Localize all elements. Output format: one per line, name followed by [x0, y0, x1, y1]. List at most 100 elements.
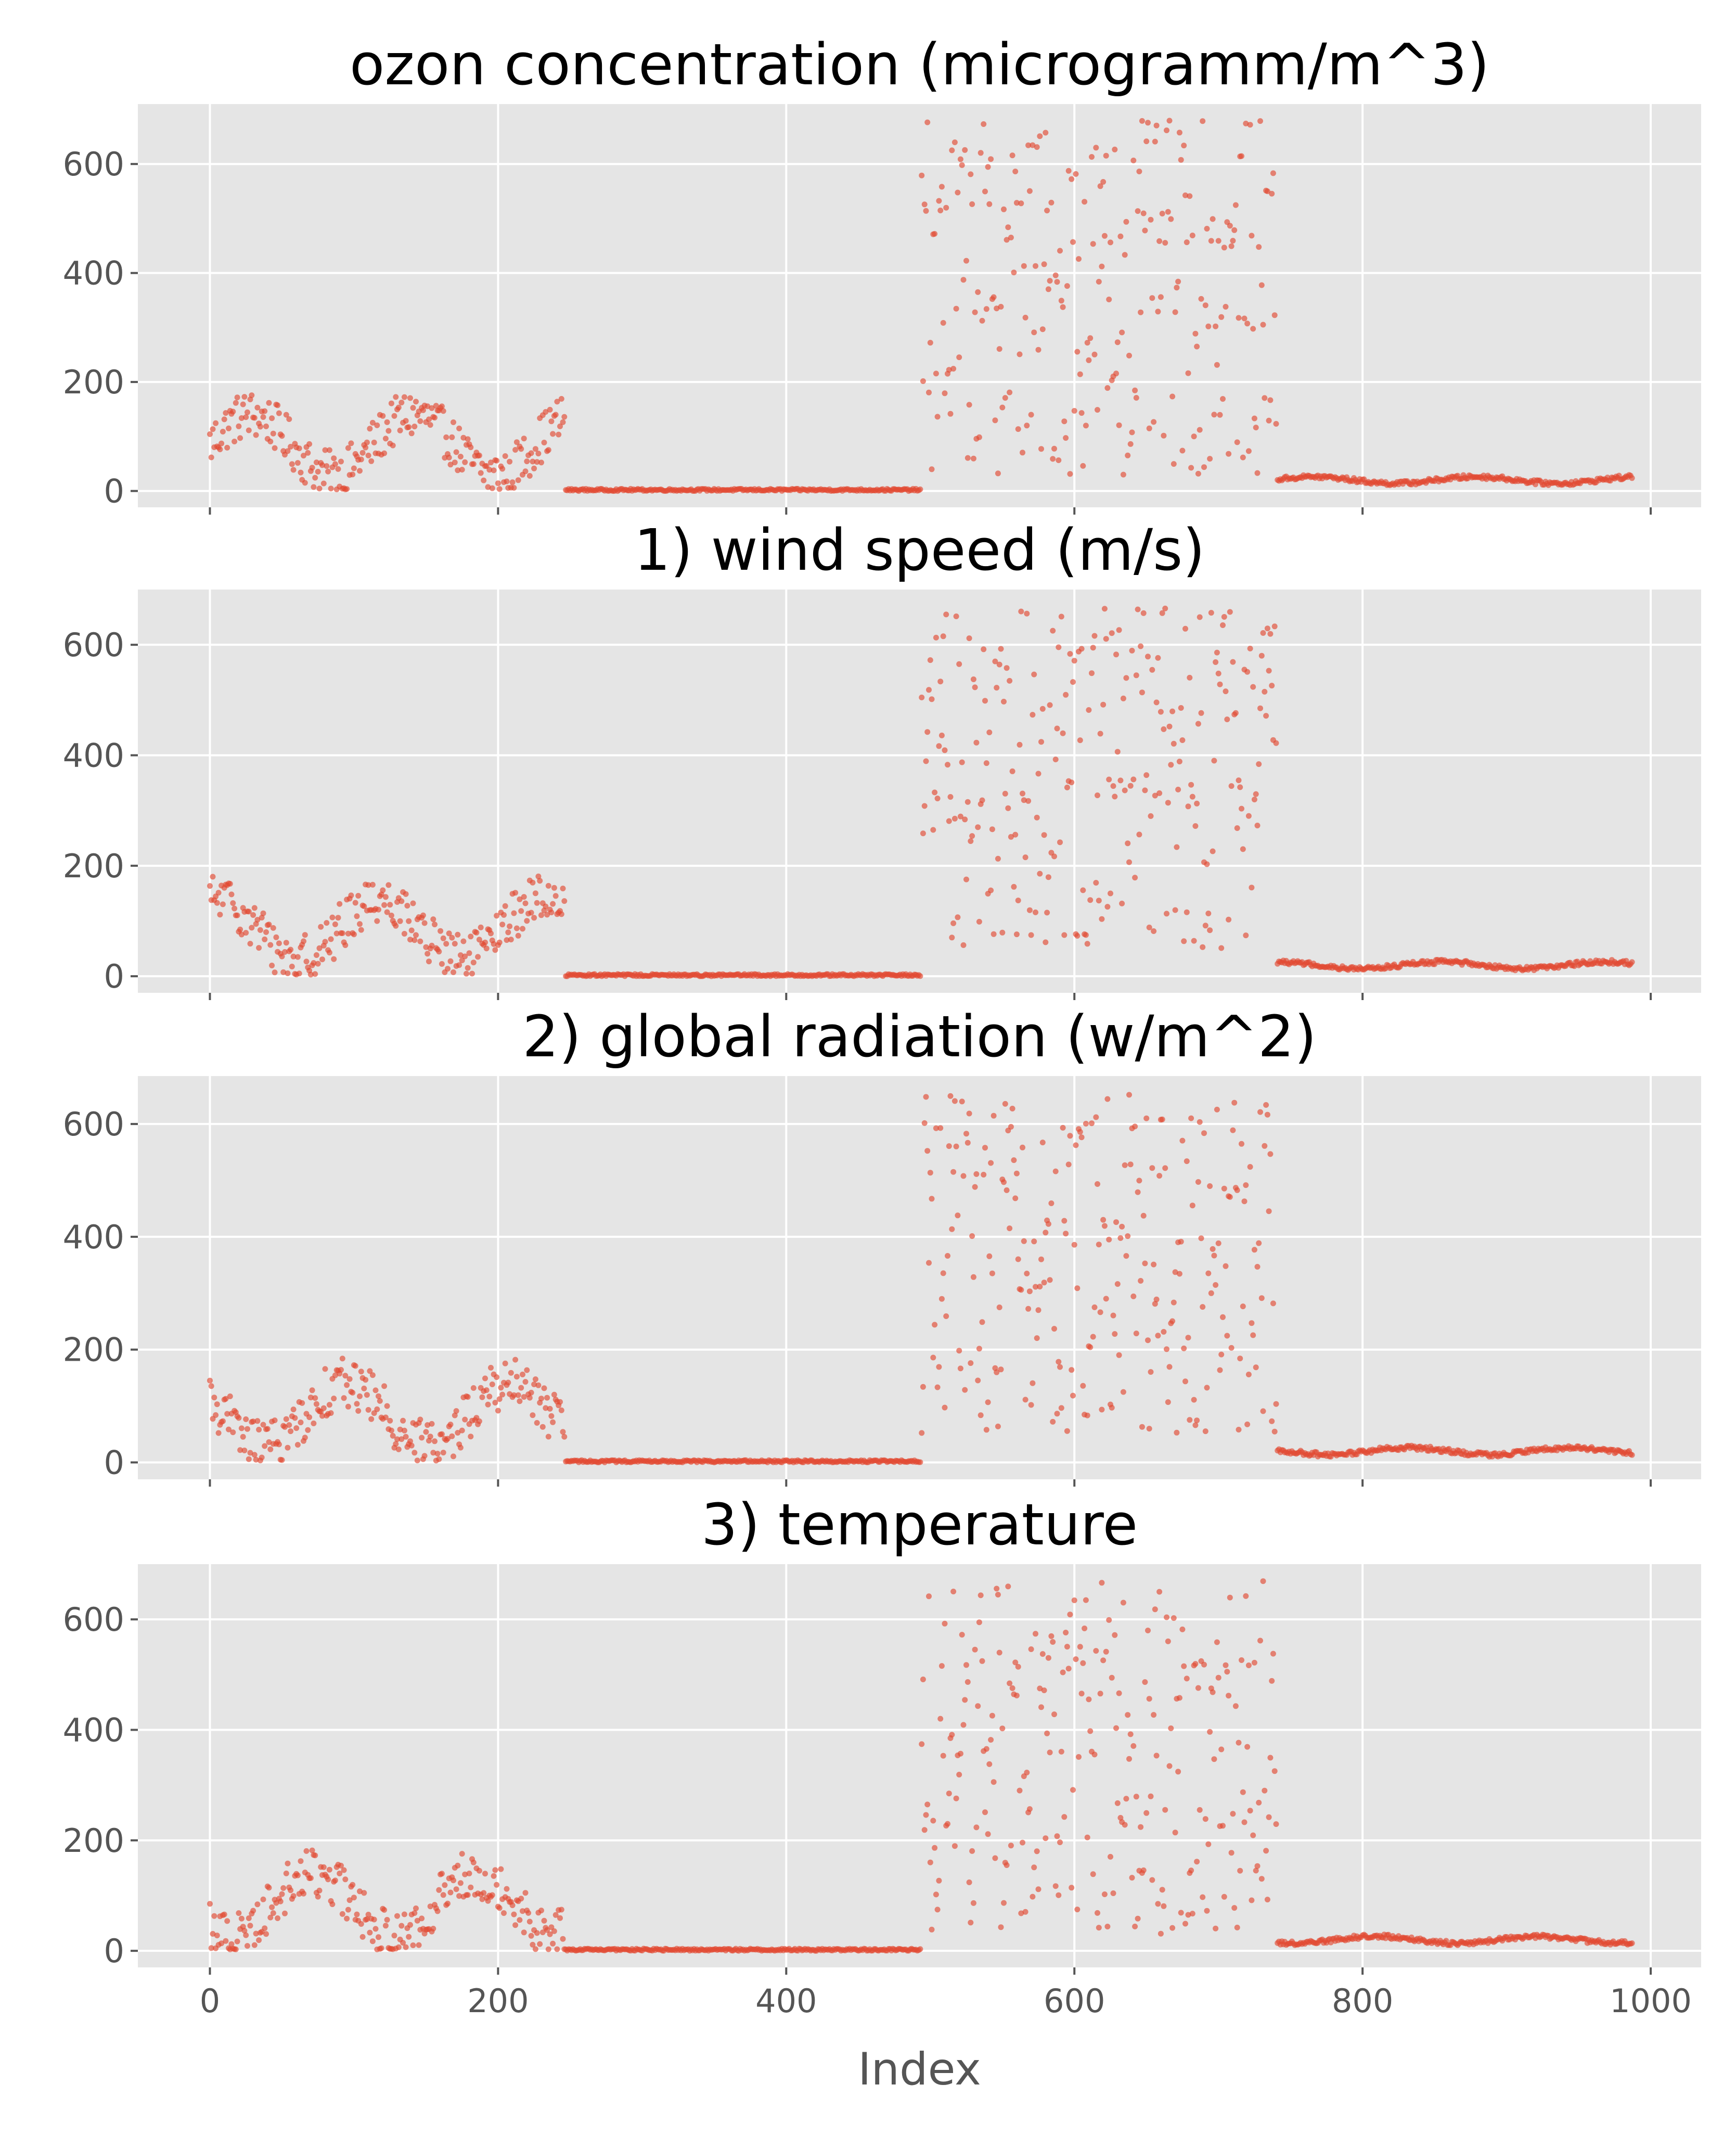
data-point [1241, 1819, 1248, 1825]
data-point [243, 414, 249, 420]
data-point [357, 921, 363, 927]
data-point [403, 418, 409, 424]
data-point [1240, 454, 1246, 460]
y-tick-label: 600 [63, 145, 124, 183]
data-point [556, 431, 562, 438]
data-point [459, 1427, 465, 1434]
data-point [1071, 408, 1077, 414]
data-point [511, 910, 517, 916]
data-point [1185, 1912, 1191, 1918]
data-point [505, 929, 511, 936]
data-point [1263, 1848, 1269, 1854]
data-point [945, 762, 950, 768]
data-point [316, 945, 323, 951]
data-point [1015, 1664, 1021, 1670]
data-point [530, 1412, 536, 1418]
data-point [380, 887, 386, 893]
data-point [1251, 415, 1257, 421]
data-point [282, 1910, 288, 1916]
data-point [1052, 1883, 1059, 1889]
data-point [320, 480, 327, 487]
data-point [1084, 1834, 1090, 1840]
data-point [223, 1938, 229, 1944]
data-point [1125, 1233, 1131, 1239]
data-point [1184, 1158, 1190, 1165]
data-point [1204, 226, 1210, 232]
data-point [220, 1418, 226, 1424]
data-point [1189, 233, 1195, 238]
y-tick-label: 200 [63, 1331, 124, 1369]
data-point [425, 1422, 431, 1428]
data-point [403, 891, 409, 897]
data-point [1217, 681, 1223, 687]
data-point [550, 901, 556, 907]
data-point [1047, 1277, 1053, 1283]
data-point [1073, 171, 1079, 177]
data-point [936, 1877, 942, 1884]
data-point [365, 882, 371, 888]
data-point [1050, 456, 1056, 462]
data-point [326, 447, 332, 453]
data-point [371, 439, 377, 445]
data-point [288, 1887, 294, 1894]
data-point [1051, 853, 1057, 860]
data-point [1187, 1417, 1193, 1423]
data-point [1136, 1178, 1142, 1184]
data-point [1129, 429, 1135, 436]
data-point [937, 679, 944, 685]
data-point [451, 1453, 456, 1460]
data-point [241, 1448, 248, 1453]
data-point [319, 1413, 325, 1419]
data-point [483, 1387, 490, 1393]
data-point [1038, 1704, 1044, 1710]
data-point [960, 1722, 967, 1728]
data-point [1082, 1626, 1088, 1631]
data-point [452, 1412, 458, 1418]
data-point [413, 932, 419, 938]
data-point [963, 1662, 969, 1668]
data-point [499, 1391, 506, 1398]
data-point [1254, 1264, 1261, 1270]
data-point [453, 1408, 459, 1414]
data-point [1201, 1661, 1207, 1668]
data-point [228, 1941, 235, 1947]
data-point [989, 1712, 995, 1719]
data-point [1052, 1168, 1059, 1174]
data-point [332, 461, 338, 467]
data-point [486, 1393, 493, 1400]
data-point [1162, 605, 1168, 611]
data-point [456, 1893, 462, 1899]
data-point [934, 1907, 941, 1913]
data-point [1201, 1130, 1207, 1136]
data-point [1244, 321, 1251, 327]
data-point [525, 1910, 532, 1916]
data-point [387, 1417, 393, 1424]
data-point [1061, 1218, 1068, 1224]
data-point [456, 425, 462, 431]
data-point [302, 480, 308, 486]
data-point [1104, 1096, 1111, 1102]
data-point [521, 436, 527, 442]
data-point [420, 407, 426, 413]
data-point [220, 901, 226, 907]
data-point [357, 468, 363, 474]
data-point [1093, 1114, 1099, 1120]
data-point [223, 410, 229, 416]
data-point [535, 451, 542, 457]
data-point [1041, 1687, 1047, 1693]
data-point [940, 1753, 946, 1759]
data-point [508, 1370, 514, 1376]
data-point [1116, 627, 1122, 633]
data-point [482, 1375, 488, 1382]
data-point [404, 903, 410, 909]
data-point [249, 392, 255, 399]
data-point [282, 949, 288, 955]
data-point [476, 1418, 482, 1424]
x-axis-label: Index [858, 2043, 981, 2095]
data-point [1191, 1397, 1197, 1403]
data-point [1076, 256, 1082, 262]
data-point [1227, 1194, 1233, 1200]
data-point [1038, 739, 1044, 745]
data-point [263, 929, 269, 935]
data-point [491, 1873, 497, 1879]
